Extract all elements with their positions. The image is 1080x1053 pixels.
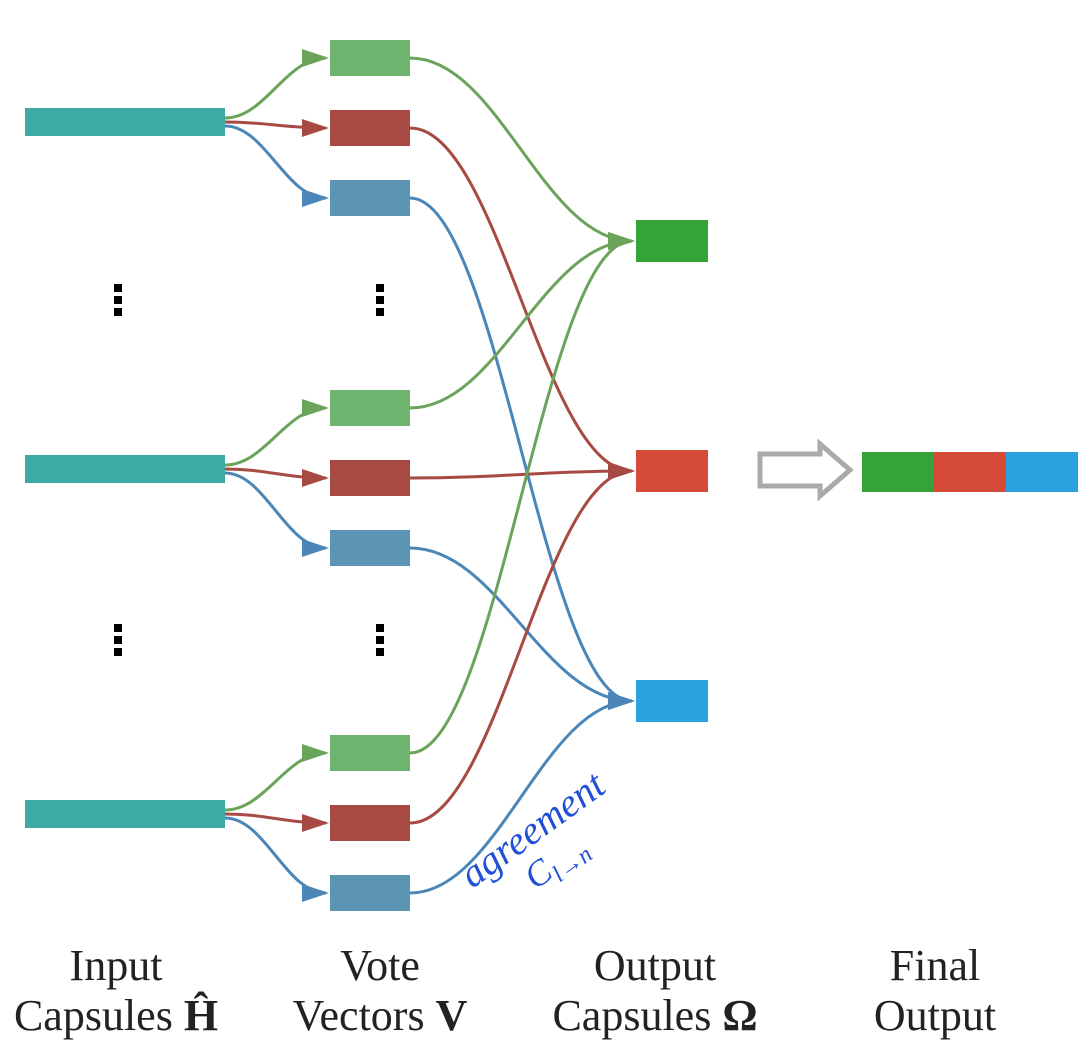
caption-line1: Final <box>890 941 980 990</box>
ellipsis-dot <box>114 624 122 632</box>
ellipsis-dot <box>376 308 384 316</box>
caption-line1: Input <box>70 941 163 990</box>
vote-vector <box>330 390 410 426</box>
caption-line2: Capsules Ω <box>552 991 757 1040</box>
vote-vector <box>330 40 410 76</box>
vote-vector <box>330 460 410 496</box>
edge <box>225 58 326 118</box>
final-output-segment <box>862 452 934 492</box>
edge <box>410 58 632 241</box>
edge <box>410 128 632 471</box>
edge <box>410 471 632 478</box>
edge <box>225 818 326 893</box>
edge <box>225 122 326 128</box>
ellipsis-dot <box>376 636 384 644</box>
vote-vector <box>330 805 410 841</box>
output-capsule <box>636 680 708 722</box>
vote-vector <box>330 875 410 911</box>
ellipsis-dot <box>114 636 122 644</box>
final-output-segment <box>1006 452 1078 492</box>
edges-layer <box>225 58 632 893</box>
edge <box>225 126 326 198</box>
output-capsule <box>636 450 708 492</box>
caption-line2: Capsules Ĥ <box>14 991 218 1040</box>
input-capsule <box>25 455 225 483</box>
ellipsis-dot <box>114 648 122 656</box>
edge <box>410 471 632 823</box>
vote-vectors-col <box>330 40 410 911</box>
vote-vector <box>330 180 410 216</box>
vote-vector <box>330 735 410 771</box>
caption-line1: Vote <box>340 941 420 990</box>
ellipsis-dot <box>376 284 384 292</box>
ellipsis-dot <box>114 308 122 316</box>
vote-vector <box>330 530 410 566</box>
input-capsules-col <box>25 108 225 828</box>
ellipsis-dot <box>376 624 384 632</box>
input-capsule <box>25 108 225 136</box>
ellipsis-dot <box>114 296 122 304</box>
output-capsule <box>636 220 708 262</box>
ellipsis-dot <box>114 284 122 292</box>
final-output-segment <box>934 452 1006 492</box>
concat-arrow <box>760 444 850 496</box>
caption-line2: Vectors V <box>293 991 468 1040</box>
vote-vector <box>330 110 410 146</box>
ellipsis-dot <box>376 648 384 656</box>
caption-line2: Output <box>874 991 996 1040</box>
edge <box>225 753 326 810</box>
agreement-label: agreementCl→n <box>451 761 639 931</box>
output-capsules-col <box>636 220 708 722</box>
caption-line1: Output <box>594 941 716 990</box>
input-capsule <box>25 800 225 828</box>
edge <box>225 473 326 548</box>
ellipsis-dot <box>376 296 384 304</box>
edge <box>225 408 326 465</box>
